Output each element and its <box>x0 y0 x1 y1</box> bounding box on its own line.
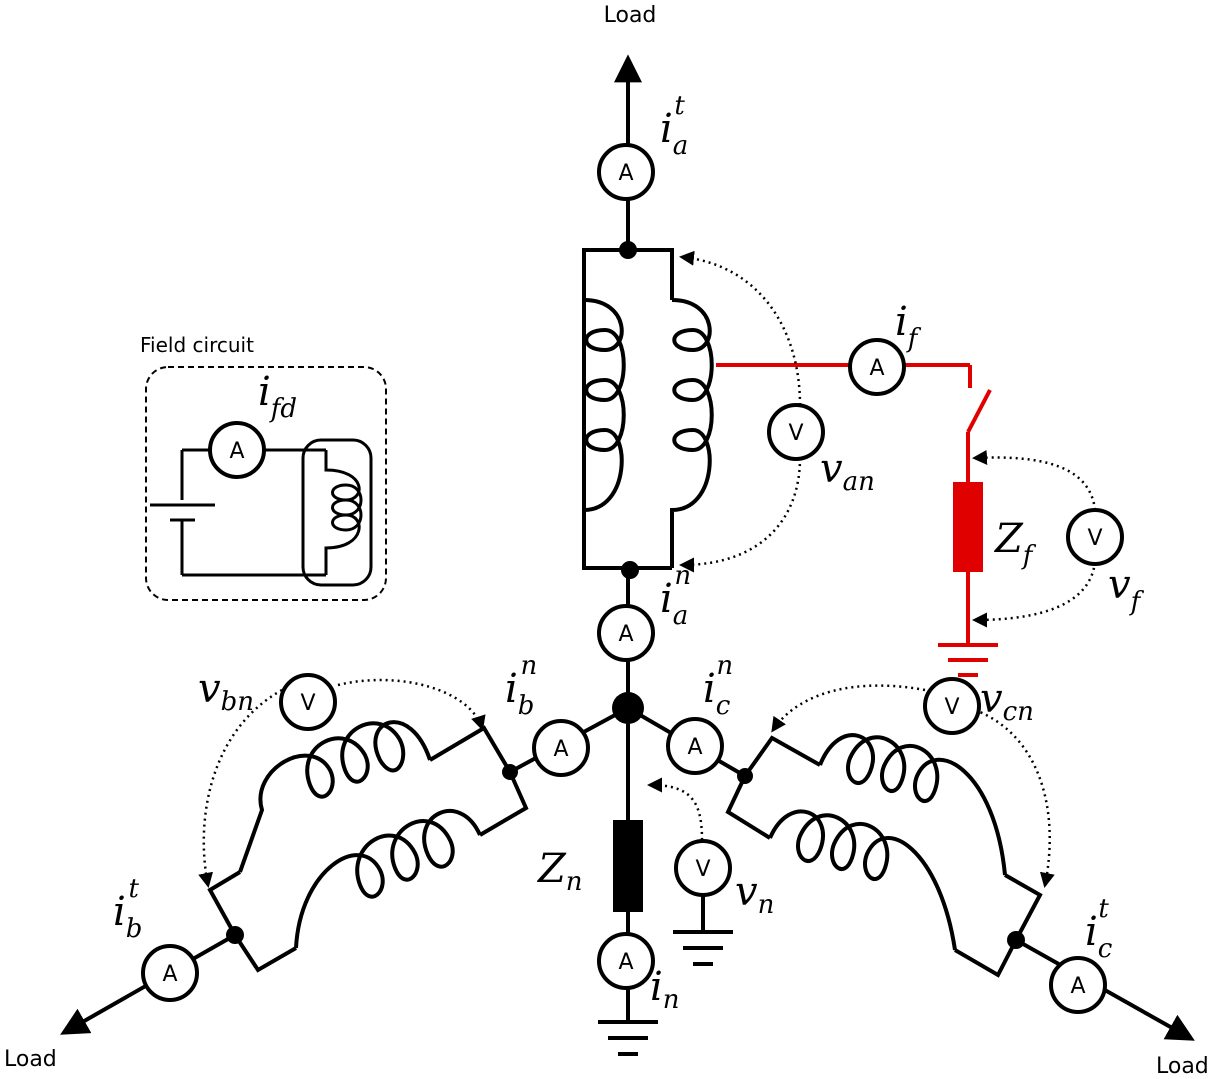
node-a-top <box>619 241 637 259</box>
field-circuit-inset <box>145 366 387 601</box>
label-ifd: ifd <box>258 369 297 424</box>
impedance-zn <box>613 820 643 912</box>
ammeter-glyph: A <box>229 439 244 464</box>
impedance-zf <box>953 482 983 572</box>
vf-arrow-top <box>972 449 1097 511</box>
node-c-inner <box>737 768 753 784</box>
coil-a-left <box>583 298 626 512</box>
label-ib-n: ibn <box>505 651 537 721</box>
ammeter-glyph: A <box>1070 974 1085 999</box>
node-c-outer <box>1007 931 1025 949</box>
label-zn: Zn <box>536 846 583 897</box>
voltmeter-glyph: V <box>788 421 803 446</box>
ammeter-glyph: A <box>618 950 633 975</box>
field-winding-box <box>301 438 373 587</box>
node-b-inner <box>502 764 518 780</box>
vn-arrow <box>647 777 704 841</box>
ammeter-circle <box>666 717 724 775</box>
ammeter-glyph: A <box>618 161 633 186</box>
label-if: if <box>895 299 922 354</box>
voltmeter-glyph: V <box>1087 526 1102 551</box>
field-circuit-title: Field circuit <box>140 333 254 357</box>
ammeter-circle <box>597 143 655 201</box>
ammeter-circle <box>208 421 266 479</box>
coil-b-lower <box>294 809 482 949</box>
ammeter-ib-t: A <box>141 944 199 1002</box>
labels: Load Load Load Field circuit iat if ifd … <box>4 3 1209 1079</box>
voltmeter-circle <box>279 673 337 731</box>
label-ia-t: iat <box>660 91 688 161</box>
voltmeter-vcn: V <box>923 677 981 735</box>
ammeter-if: A <box>848 338 906 396</box>
label-vf: vf <box>1108 562 1145 617</box>
label-zf: Zf <box>993 516 1037 571</box>
coil-a-right <box>670 298 714 568</box>
load-label-c: Load <box>1156 1054 1209 1079</box>
ammeter-in: A <box>597 932 655 990</box>
ammeter-ib-n: A <box>532 719 590 777</box>
ammeter-ic-n: A <box>666 717 724 775</box>
ammeter-circle <box>532 719 590 777</box>
ammeter-glyph: A <box>869 356 884 381</box>
label-ic-t: ict <box>1085 894 1113 964</box>
label-ic-n: icn <box>703 651 733 721</box>
field-circuit-box <box>145 366 387 601</box>
coil-c-lower <box>768 809 957 951</box>
van-arrow-top <box>679 250 802 406</box>
voltmeter-circle <box>767 403 825 461</box>
ammeter-glyph: A <box>687 735 702 760</box>
vbn-arrow-left <box>198 688 283 888</box>
ammeter-glyph: A <box>618 622 633 647</box>
node-a-bottom <box>621 561 639 579</box>
field-coil <box>324 450 363 575</box>
voltmeter-glyph: V <box>944 695 959 720</box>
voltage-arrows <box>198 250 1097 888</box>
ammeter-glyph: A <box>162 962 177 987</box>
voltmeter-glyph: V <box>695 857 710 882</box>
voltmeter-vn: V <box>674 839 732 897</box>
winding-frame-a <box>582 248 674 570</box>
label-vbn: vbn <box>198 666 254 717</box>
voltmeter-glyph: V <box>300 691 315 716</box>
voltmeter-vbn: V <box>279 673 337 731</box>
vcn-arrow-right <box>974 708 1055 888</box>
ammeter-ic-t: A <box>1049 956 1107 1014</box>
ammeter-circle <box>597 932 655 990</box>
label-ia-n: ian <box>660 561 691 631</box>
label-vn: vn <box>735 869 774 920</box>
coil-b-upper <box>238 720 432 873</box>
vf-arrow-bottom <box>972 561 1097 628</box>
node-b-outer <box>226 926 244 944</box>
ammeter-circle <box>597 604 655 662</box>
voltmeter-vf: V <box>1066 508 1124 566</box>
label-ib-t: ibt <box>113 874 142 944</box>
voltmeter-circle <box>923 677 981 735</box>
vcn-arrow-left <box>771 684 926 733</box>
ammeter-glyph: A <box>553 737 568 762</box>
ammeter-circle <box>1049 956 1107 1014</box>
load-label-a: Load <box>604 3 657 28</box>
winding-frame-c <box>725 735 1043 978</box>
vbn-arrow-right <box>337 678 486 731</box>
ammeter-circle <box>141 944 199 1002</box>
voltmeter-van: V <box>767 403 825 461</box>
load-label-b: Load <box>4 1047 57 1072</box>
fault-switch <box>966 389 992 433</box>
van-arrow-bottom <box>679 457 802 573</box>
meters: A A V A V A V V A A V A A A <box>141 143 1124 1014</box>
label-vcn: vcn <box>980 676 1034 727</box>
label-van: van <box>820 446 875 497</box>
ammeter-ia-n: A <box>597 604 655 662</box>
voltmeter-circle <box>1066 508 1124 566</box>
voltmeter-circle <box>674 839 732 897</box>
ammeter-ifd: A <box>208 421 266 479</box>
ammeter-circle <box>848 338 906 396</box>
coil-c-upper <box>818 733 1007 876</box>
label-in: in <box>650 964 680 1015</box>
ammeter-ia-t: A <box>597 143 655 201</box>
